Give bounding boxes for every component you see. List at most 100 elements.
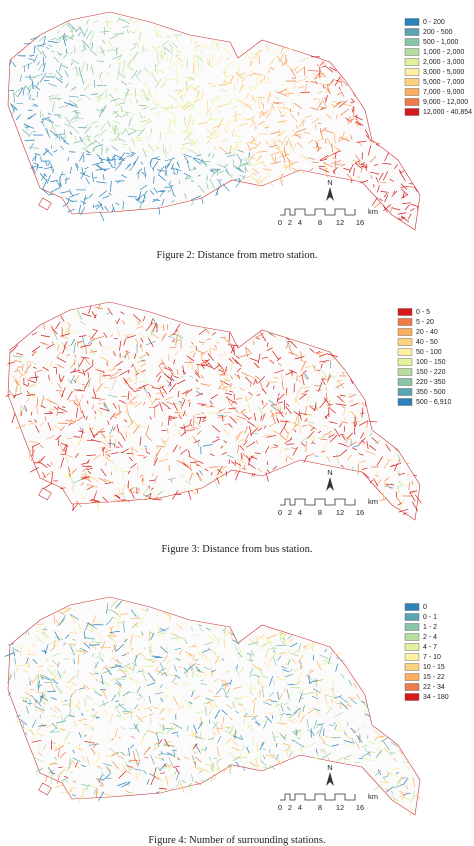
road	[55, 321, 61, 330]
road	[37, 745, 41, 753]
road	[267, 647, 277, 650]
road	[245, 394, 254, 403]
road	[346, 410, 353, 413]
road	[77, 31, 81, 37]
road	[194, 781, 202, 786]
road	[328, 433, 331, 438]
road	[129, 128, 136, 130]
road	[199, 475, 204, 483]
road	[33, 84, 41, 91]
road	[262, 766, 271, 770]
road	[398, 169, 402, 173]
road	[60, 457, 65, 468]
road	[155, 144, 159, 151]
road	[7, 643, 15, 646]
road	[163, 743, 173, 747]
road	[270, 151, 280, 156]
road	[133, 314, 142, 323]
road	[242, 452, 246, 457]
road	[339, 696, 348, 704]
road	[265, 472, 269, 482]
road	[307, 69, 319, 72]
legend-swatch	[404, 603, 420, 611]
legend-swatch	[397, 398, 413, 406]
road	[234, 470, 238, 475]
road	[241, 74, 249, 83]
road	[141, 631, 144, 636]
road	[137, 705, 147, 710]
road	[84, 166, 89, 170]
road	[211, 43, 213, 50]
road	[139, 652, 146, 658]
road	[191, 774, 194, 782]
road	[389, 486, 394, 489]
road	[98, 766, 104, 770]
road	[275, 644, 286, 647]
road	[266, 342, 269, 347]
road	[212, 40, 218, 46]
road	[335, 382, 345, 389]
road	[118, 64, 121, 72]
road	[233, 699, 242, 705]
road	[368, 444, 377, 451]
road	[111, 694, 117, 702]
road	[117, 781, 128, 787]
road	[143, 401, 146, 406]
road	[277, 393, 285, 401]
road	[226, 688, 231, 695]
road	[282, 164, 289, 169]
road	[159, 190, 165, 198]
road	[402, 193, 408, 198]
road	[194, 766, 202, 771]
road	[373, 478, 379, 487]
road	[214, 147, 217, 151]
road	[126, 349, 130, 360]
road	[140, 103, 149, 111]
road	[289, 642, 298, 648]
road	[401, 196, 405, 199]
road	[247, 141, 258, 145]
road	[53, 150, 58, 153]
road	[69, 771, 73, 773]
road	[354, 118, 359, 121]
road	[132, 491, 141, 493]
road	[136, 325, 145, 329]
road	[106, 667, 112, 676]
road	[127, 29, 129, 34]
road	[341, 132, 345, 140]
road	[54, 745, 64, 752]
road	[188, 112, 191, 123]
road	[80, 62, 86, 73]
road	[206, 182, 209, 190]
road	[102, 104, 107, 113]
road	[253, 412, 257, 421]
road	[259, 79, 263, 84]
road	[24, 363, 32, 373]
road	[415, 494, 422, 504]
road	[118, 152, 126, 161]
road	[375, 769, 382, 776]
road	[55, 351, 62, 359]
road	[75, 630, 77, 636]
road	[48, 772, 51, 778]
road	[396, 774, 400, 778]
road	[130, 735, 135, 739]
road	[43, 323, 45, 330]
road	[167, 110, 177, 117]
road	[326, 456, 331, 462]
road	[81, 167, 85, 176]
road	[173, 116, 176, 127]
road	[64, 101, 75, 107]
road	[91, 397, 101, 399]
road	[200, 383, 209, 386]
road	[184, 698, 192, 707]
road	[283, 701, 289, 706]
road	[111, 751, 119, 757]
road	[54, 124, 60, 127]
road	[58, 105, 65, 109]
road	[96, 765, 101, 768]
road	[343, 731, 347, 736]
road	[85, 650, 88, 654]
road	[156, 632, 166, 634]
road	[215, 185, 220, 197]
